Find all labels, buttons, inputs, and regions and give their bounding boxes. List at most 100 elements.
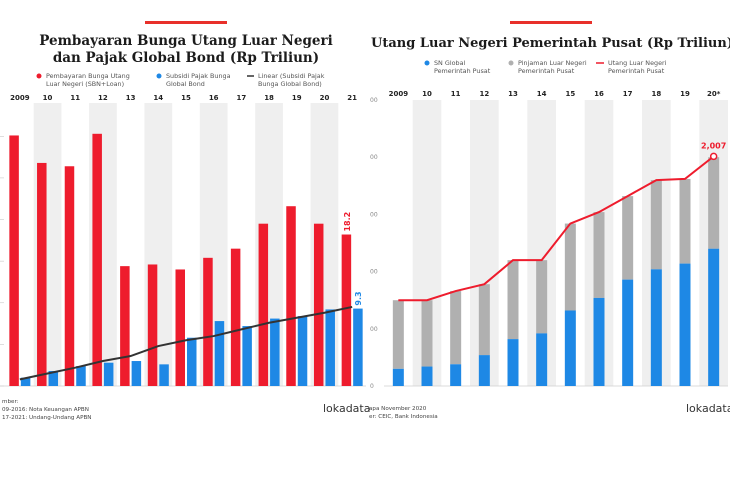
right-total-line [398,155,715,302]
right-source-line-0: apa November 2020 [369,406,427,412]
right-title: Utang Luar Negeri Pemerintah Pusat (Rp T… [371,36,730,51]
right-x-tick-label: 17 [623,90,633,98]
right-bar-sn-12 [478,355,490,386]
right-bar-sn-17 [622,279,634,386]
left-bar-subsidy-19 [297,316,308,386]
right-bar-sn-13 [507,339,519,386]
blue-dot-icon [424,60,430,66]
left-legend-label-0-line1: Pembayaran Bunga Utang [46,72,130,80]
left-end-label-subsidy: 9.3 [354,291,363,305]
right-logo: lokadata [686,402,730,415]
left-x-tick-label: 13 [126,94,136,102]
left-x-tick-label: 18 [264,94,274,102]
left-bar-interest-18 [258,223,269,386]
right-bar-sn-18 [650,269,662,386]
left-source-line-0: mber: [2,399,19,405]
left-bar-subsidy-16 [214,321,225,386]
left-x-tick-label: 20 [320,94,330,102]
right-x-tick-label: 14 [537,90,547,98]
right-bar-loan-19 [679,178,691,264]
left-legend-label-2-line2: Bunga Global Bond) [258,80,322,88]
right-bar-sn-14 [536,333,548,386]
left-legend-label-0-line2: Luar Negeri (SBN+Loan) [46,80,124,88]
left-bar-interest-20 [313,223,324,386]
left-bar-interest-19 [286,206,296,386]
left-source-line-2: 17-2021: Undang-Undang APBN [2,415,91,421]
right-bar-loan-10 [421,300,433,367]
right-legend-label-0-line2: Pemerintah Pusat [434,67,491,75]
right-end-label: 2,007 [701,141,726,150]
left-bar-subsidy-11 [76,366,86,386]
left-x-tick-label: 2009 [10,94,30,102]
right-bar-loan-17 [622,196,634,280]
right-y-tick-label: 00 [370,97,378,104]
left-bar-subsidy-14 [159,364,169,386]
right-bar-loan-15 [564,223,576,311]
left-end-label-interest: 18.2 [343,212,352,232]
left-x-tick-label: 10 [43,94,53,102]
right-y-tick-label: 00 [370,154,378,161]
right-x-tick-label: 11 [451,90,461,98]
left-x-tick-label: 14 [153,94,163,102]
left-title-line1: Pembayaran Bunga Utang Luar Negeri [39,33,333,49]
right-bar-sn-16 [593,297,605,386]
right-bar-loan-2009 [392,300,404,369]
right-bar-loan-20* [708,157,720,249]
right-y-tick-label: 00 [370,269,378,276]
left-x-tick-label: 17 [237,94,247,102]
right-legend-label-1-line1: Pinjaman Luar Negeri [518,59,587,67]
right-y-tick-label: 0 [370,383,374,390]
right-bar-loan-16 [593,212,605,298]
left-x-tick-label: 16 [209,94,219,102]
left-bar-subsidy-10 [48,371,59,386]
left-x-tick-label: 19 [292,94,302,102]
right-y-tick-label: 00 [370,211,378,218]
right-legend-label-0-line1: SN Global [434,59,465,67]
left-x-tick-label: 21 [347,94,357,102]
left-title-accent [145,21,227,24]
left-bar-subsidy-21 [353,308,363,386]
right-bar-sn-10 [421,366,433,386]
left-source-line-1: 09-2016: Nota Keuangan APBN [2,407,89,413]
left-panel: Pembayaran Bunga Utang Luar Negeri dan P… [0,21,370,421]
left-bar-interest-13 [120,266,130,386]
right-bar-sn-11 [450,364,462,386]
right-x-tick-label: 12 [479,90,489,98]
left-bar-interest-12 [92,133,102,386]
right-panel: Utang Luar Negeri Pemerintah Pusat (Rp T… [369,21,730,420]
left-bar-subsidy-12 [103,362,114,386]
right-title-accent [510,21,592,24]
left-bar-interest-21 [341,234,352,386]
left-x-tick-label: 11 [70,94,80,102]
left-bar-interest-10 [37,162,47,386]
left-legend-label-2-line1: Linear (Subsidi Pajak [258,72,325,80]
left-legend-label-1-line1: Subsidi Pajak Bunga [166,72,231,80]
right-x-tick-label: 18 [651,90,661,98]
blue-dot-icon [156,73,162,79]
right-x-tick-label: 2009 [389,90,409,98]
right-bar-loan-13 [507,260,519,340]
right-source-line-1: er: CEIC, Bank Indonesia [369,414,438,420]
right-bar-loan-12 [478,284,490,356]
left-bar-subsidy-18 [270,318,280,386]
right-bar-sn-15 [564,310,576,386]
right-y-tick-label: 00 [370,326,378,333]
left-axis-header [0,92,368,103]
left-title-line2: dan Pajak Global Bond (Rp Triliun) [53,50,319,66]
red-dot-icon [36,73,42,79]
left-bar-interest-16 [203,257,213,386]
right-legend-label-1-line2: Pemerintah Pusat [518,67,575,75]
gray-dot-icon [508,60,514,66]
left-trend-line [19,305,353,381]
right-x-tick-label: 16 [594,90,604,98]
right-bar-loan-14 [536,260,548,334]
right-end-marker [709,152,718,161]
right-x-tick-label: 20* [707,90,721,98]
left-bar-subsidy-15 [187,337,197,386]
right-bar-loan-11 [450,291,462,365]
left-bar-interest-14 [147,264,158,386]
left-bar-subsidy-2009 [20,377,31,386]
left-bar-interest-17 [230,248,241,386]
